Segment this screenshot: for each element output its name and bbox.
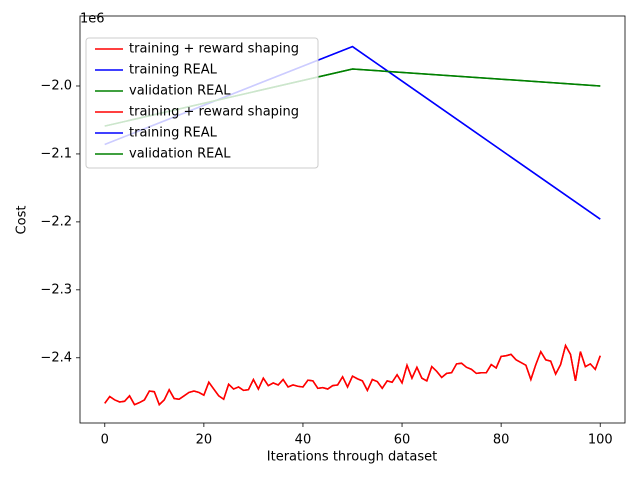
legend-label: training + reward shaping: [129, 42, 299, 57]
x-tick-label: 20: [196, 433, 213, 448]
x-tick-label: 40: [295, 433, 312, 448]
legend: training + reward shaping training REAL va…: [85, 37, 319, 169]
series-line: [104, 343, 601, 406]
legend-box: [85, 37, 319, 169]
y-tick-label: −2.1: [40, 146, 72, 161]
plot-frame: [79, 15, 626, 424]
x-tick-label: 100: [588, 433, 613, 448]
y-tick-label: −2.4: [40, 350, 72, 365]
x-axis-label: Iterations through dataset: [267, 450, 437, 465]
x-tick-label: 0: [101, 433, 109, 448]
y-tick-label: −2.0: [40, 78, 72, 93]
y-axis-label: Cost: [15, 206, 30, 235]
legend-label: validation REAL: [129, 84, 231, 99]
legend-label: training REAL: [129, 126, 218, 141]
y-offset-label: 1e6: [80, 12, 105, 27]
legend-label: validation REAL: [129, 147, 231, 162]
x-tick-label: 80: [493, 433, 510, 448]
legend-label: training REAL: [129, 63, 218, 78]
y-tick-label: −2.2: [40, 214, 72, 229]
y-tick-label: −2.3: [40, 282, 72, 297]
x-tick-label: 60: [394, 433, 411, 448]
legend-label: training + reward shaping: [129, 105, 299, 120]
series-line: [104, 343, 601, 406]
